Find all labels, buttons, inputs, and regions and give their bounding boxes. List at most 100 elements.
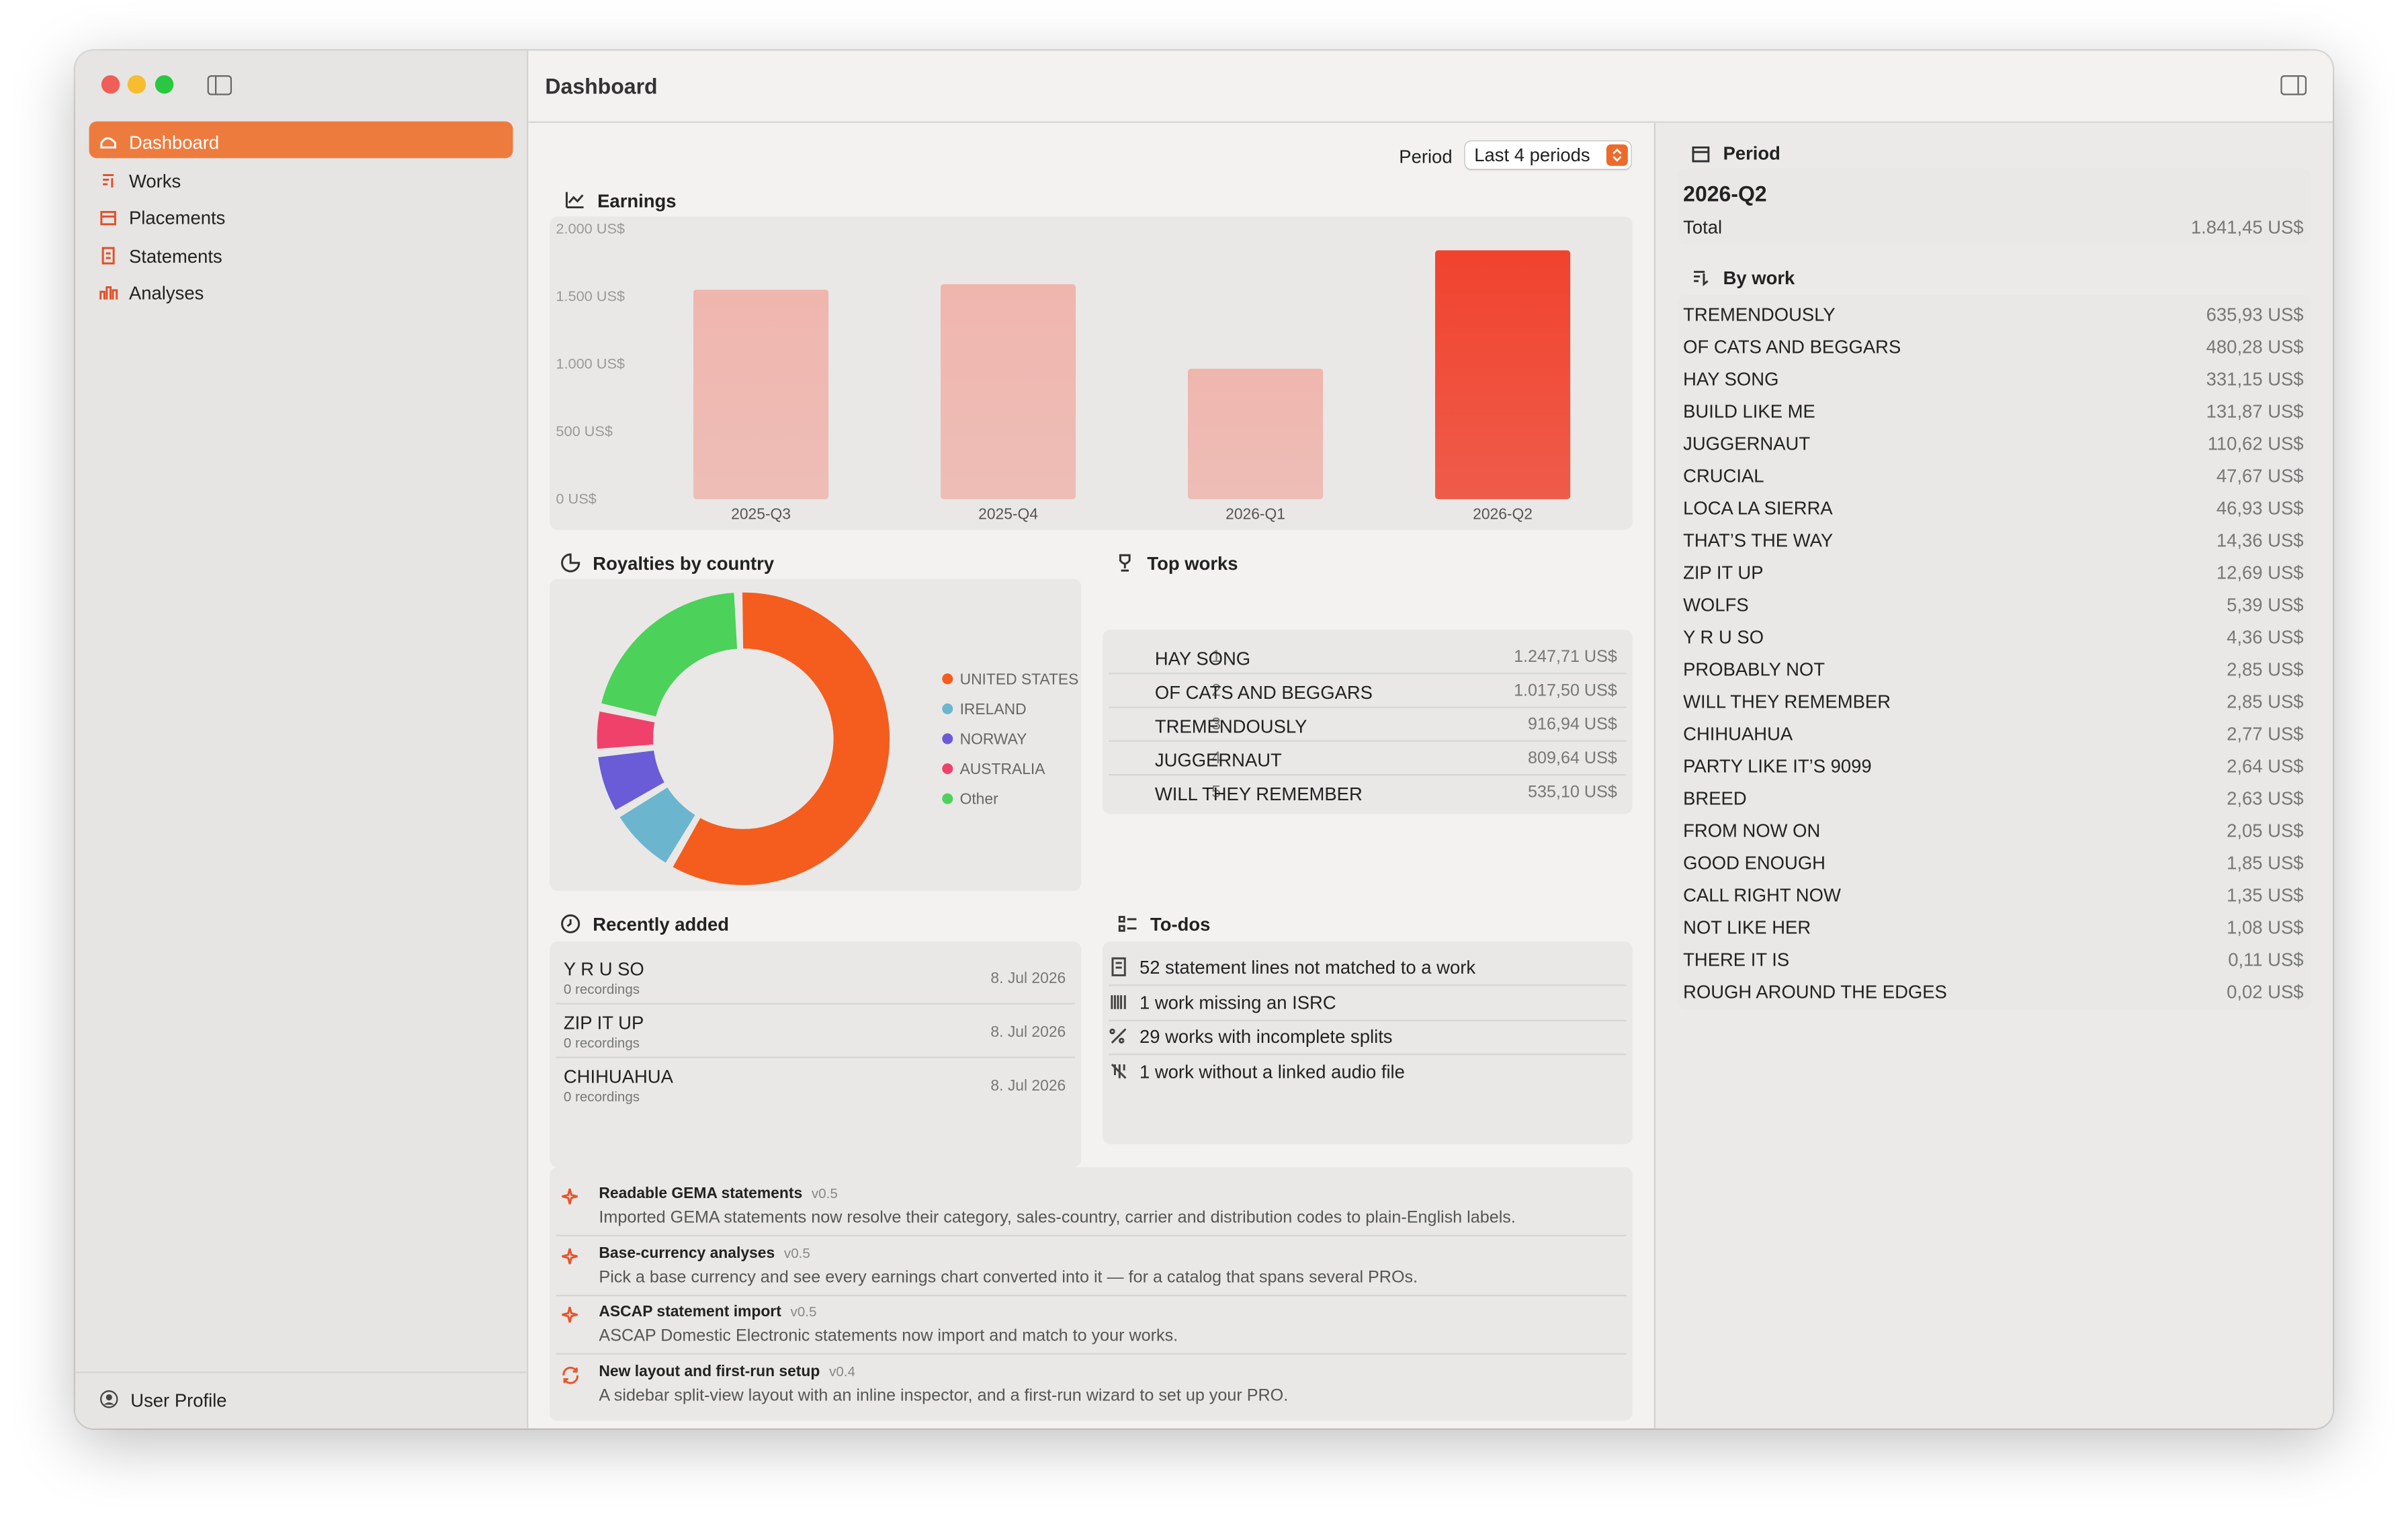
work-amount: 4,36 US$ [2227, 626, 2304, 648]
work-name: GOOD ENOUGH [1683, 852, 1825, 874]
work-name: CRUCIAL [1683, 465, 1764, 487]
pie-slice [670, 590, 892, 888]
todo-item[interactable]: 1 work without a linked audio file [1139, 1060, 1405, 1083]
inspector-toggle[interactable] [2280, 75, 2307, 95]
divider [556, 1234, 1627, 1236]
work-amount: 2,63 US$ [2227, 788, 2304, 810]
news-text: Pick a base currency and see every earni… [599, 1268, 1418, 1287]
legend-label: IRELAND [960, 700, 1027, 718]
section-icon [565, 192, 584, 209]
sidebar-item[interactable]: Analyses [128, 282, 204, 304]
total-label: Total [1683, 216, 1723, 239]
work-amount: 2,85 US$ [2227, 659, 2304, 681]
recent-name: Y R U SO [563, 958, 644, 980]
pie-slice [617, 784, 698, 866]
work-amount: 2,05 US$ [2227, 820, 2304, 842]
rank: 4 [1211, 749, 1221, 768]
close-button[interactable] [101, 75, 120, 94]
work-name: THERE IT IS [1683, 949, 1790, 971]
work-name: BUILD LIKE ME [1683, 400, 1815, 423]
section-icon-shape [561, 553, 580, 572]
section-icon-shape [561, 914, 580, 933]
news-icon-shape [562, 1188, 578, 1205]
y-tick-label: 2.000 US$ [556, 220, 625, 237]
work-amount: 1,35 US$ [2227, 884, 2304, 906]
sidebar-icon [100, 210, 116, 226]
sidebar-icon-shape [99, 286, 118, 300]
work-name: PARTY LIKE IT’S 9099 [1683, 755, 1872, 777]
section-icon [561, 914, 580, 933]
legend-label: Other [960, 790, 999, 808]
y-tick-label: 500 US$ [556, 423, 612, 439]
work-amount: 635,93 US$ [2206, 304, 2304, 326]
legend-swatch [942, 673, 953, 685]
divider [1109, 1053, 1627, 1056]
sidebar-icon [100, 137, 116, 148]
todo-icon-shape [1111, 957, 1126, 976]
work-name: LOCA LA SIERRA [1683, 497, 1833, 519]
work-name: TREMENDOUSLY [1154, 716, 1307, 738]
todo-icon-shape [1111, 994, 1126, 1009]
work-name: WILL THEY REMEMBER [1154, 783, 1363, 805]
rank: 5 [1211, 783, 1221, 802]
news-text: Imported GEMA statements now resolve the… [599, 1208, 1516, 1228]
todo-icon [1111, 994, 1126, 1009]
recent-name: ZIP IT UP [563, 1012, 644, 1034]
news-text: A sidebar split-view layout with an inli… [599, 1387, 1289, 1406]
sidebar-item[interactable]: Placements [128, 207, 226, 229]
work-amount: 1,08 US$ [2227, 917, 2304, 939]
sidebar-icon [103, 173, 114, 187]
work-name: WILL THEY REMEMBER [1683, 691, 1891, 713]
period-popup[interactable]: Last 4 periods [1465, 141, 1631, 169]
work-amount: 480,28 US$ [2206, 336, 2304, 358]
work-name: THAT’S THE WAY [1683, 529, 1834, 552]
section-icon-shape [1119, 554, 1131, 572]
minimize-button[interactable] [127, 75, 146, 94]
legend-swatch [942, 763, 953, 774]
sidebar-item[interactable]: Statements [128, 245, 222, 267]
news-version: v0.4 [829, 1363, 855, 1380]
divider [1109, 1019, 1627, 1021]
earnings-chart: 0 US$ 500 US$ 1.000 US$ 1.500 US$ 2.000 US$ 2… [556, 220, 1571, 523]
recent-detail: 0 recordings [563, 1035, 640, 1051]
todo-item[interactable]: 52 statement lines not matched to a work [1139, 956, 1476, 978]
divider [1109, 706, 1627, 708]
user-profile[interactable]: User Profile [130, 1390, 227, 1412]
work-name: JUGGERNAUT [1683, 433, 1811, 455]
app-window: User Profile Dashboard Period Last 4 per… [75, 50, 2333, 1429]
recent-panel [550, 941, 1082, 1168]
sidebar-item[interactable]: Works [128, 169, 181, 192]
window-title: Dashboard [545, 73, 658, 99]
period-box [1676, 169, 2311, 245]
sidebar-icon-shape [101, 246, 115, 264]
section-title: To-dos [1150, 913, 1211, 935]
recent-detail: 0 recordings [563, 1089, 640, 1105]
work-amount: 5,39 US$ [2227, 594, 2304, 616]
x-tick-label: 2025-Q4 [978, 505, 1038, 523]
work-amount: 47,67 US$ [2216, 465, 2304, 487]
work-amount: 46,93 US$ [2216, 497, 2304, 519]
news-title: New layout and first-run setup v0.4 [599, 1363, 855, 1382]
rank: 3 [1211, 716, 1221, 734]
divider [556, 1353, 1627, 1355]
work-name: Y R U SO [1683, 626, 1764, 648]
sidebar-item[interactable]: Dashboard [128, 132, 220, 154]
work-name: OF CATS AND BEGGARS [1154, 681, 1373, 704]
top-works-panel [1103, 630, 1633, 814]
zoom-button[interactable] [155, 75, 174, 94]
work-name: HAY SONG [1683, 368, 1779, 390]
period-icon-shape [1692, 146, 1710, 163]
recent-name: CHIHUAHUA [563, 1066, 673, 1088]
sidebar-icon-shape [100, 137, 116, 148]
selected-highlight [89, 121, 513, 159]
bar [940, 284, 1076, 499]
todos-panel [1103, 941, 1633, 1144]
todo-item[interactable]: 29 works with incomplete splits [1139, 1025, 1393, 1048]
work-amount: 131,87 US$ [2206, 400, 2304, 423]
work-amount: 2,85 US$ [2227, 691, 2304, 713]
sidebar: User Profile [75, 50, 529, 1429]
sidebar-toggle[interactable] [207, 75, 232, 95]
work-name: HAY SONG [1154, 648, 1251, 670]
todo-item[interactable]: 1 work missing an ISRC [1139, 991, 1336, 1013]
